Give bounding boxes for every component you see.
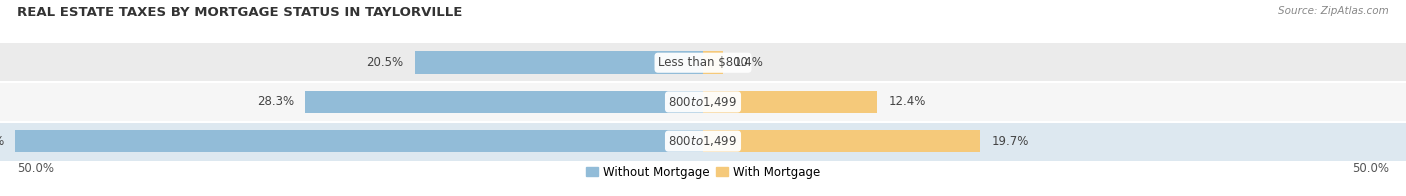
Text: 20.5%: 20.5% [367, 56, 404, 69]
Bar [703, 91, 877, 113]
Bar [703, 51, 723, 74]
Text: 50.0%: 50.0% [1353, 162, 1389, 175]
Text: Source: ZipAtlas.com: Source: ZipAtlas.com [1278, 6, 1389, 16]
Bar [415, 51, 703, 74]
Text: REAL ESTATE TAXES BY MORTGAGE STATUS IN TAYLORVILLE: REAL ESTATE TAXES BY MORTGAGE STATUS IN … [17, 6, 463, 19]
Text: $800 to $1,499: $800 to $1,499 [668, 95, 738, 109]
Bar [15, 130, 703, 152]
Text: Less than $800: Less than $800 [658, 56, 748, 69]
Bar [703, 130, 980, 152]
Text: 12.4%: 12.4% [889, 95, 927, 108]
Text: 19.7%: 19.7% [991, 135, 1029, 148]
Legend: Without Mortgage, With Mortgage: Without Mortgage, With Mortgage [581, 161, 825, 184]
Text: 28.3%: 28.3% [257, 95, 294, 108]
Text: 50.0%: 50.0% [17, 162, 53, 175]
Bar [0, 82, 1406, 122]
Text: 48.9%: 48.9% [0, 135, 4, 148]
Bar [0, 43, 1406, 82]
Text: 1.4%: 1.4% [734, 56, 763, 69]
Text: $800 to $1,499: $800 to $1,499 [668, 134, 738, 148]
Bar [0, 122, 1406, 161]
Bar [305, 91, 703, 113]
